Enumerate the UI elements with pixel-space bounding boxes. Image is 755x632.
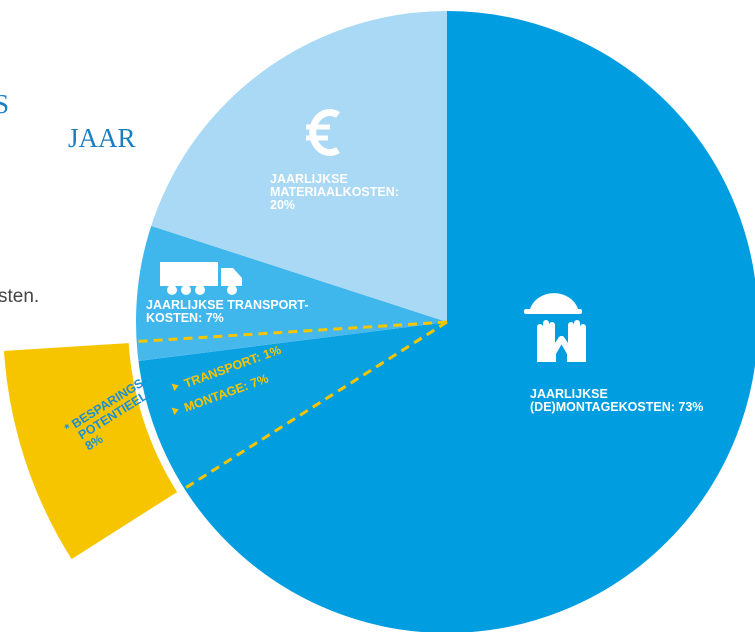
pie: [1, 9, 755, 632]
slice-value: 7%: [206, 311, 224, 325]
slice-value: 73%: [678, 400, 703, 414]
pie-outline: [134, 9, 755, 632]
breakdown-value: 7%: [249, 371, 271, 390]
dashed-divider: [182, 320, 448, 491]
slice-label: JAARLIJKSE: [270, 172, 348, 186]
icons: [160, 109, 586, 362]
body-text: sten.: [0, 286, 39, 307]
slice-label: MATERIAALKOSTEN:: [270, 185, 399, 199]
savings-wedge: [1, 340, 180, 562]
gloves-icon: [537, 320, 586, 362]
savings-part: [137, 322, 448, 490]
euro-icon: [306, 109, 340, 156]
dashed-divider: [135, 320, 448, 344]
helmet-icon: [524, 293, 582, 314]
bullet: [171, 383, 179, 392]
breakdown-value: 1%: [261, 343, 283, 362]
slice-label: KOSTEN: 7%: [146, 311, 224, 325]
slice-value: 20%: [270, 198, 295, 212]
heading-line: S: [0, 89, 9, 119]
slice-label: JAARLIJKSE TRANSPORT-: [146, 298, 309, 312]
slice-label: (DE)MONTAGEKOSTEN: 73%: [530, 400, 703, 414]
pie-slice: [137, 10, 755, 632]
savings-part: [135, 322, 447, 362]
slice-label: JAARLIJKSE: [530, 387, 608, 401]
bullet: [171, 407, 179, 416]
truck-icon: [160, 262, 242, 295]
pie-slice: [150, 10, 447, 322]
heading-line: JAAR: [68, 123, 136, 153]
